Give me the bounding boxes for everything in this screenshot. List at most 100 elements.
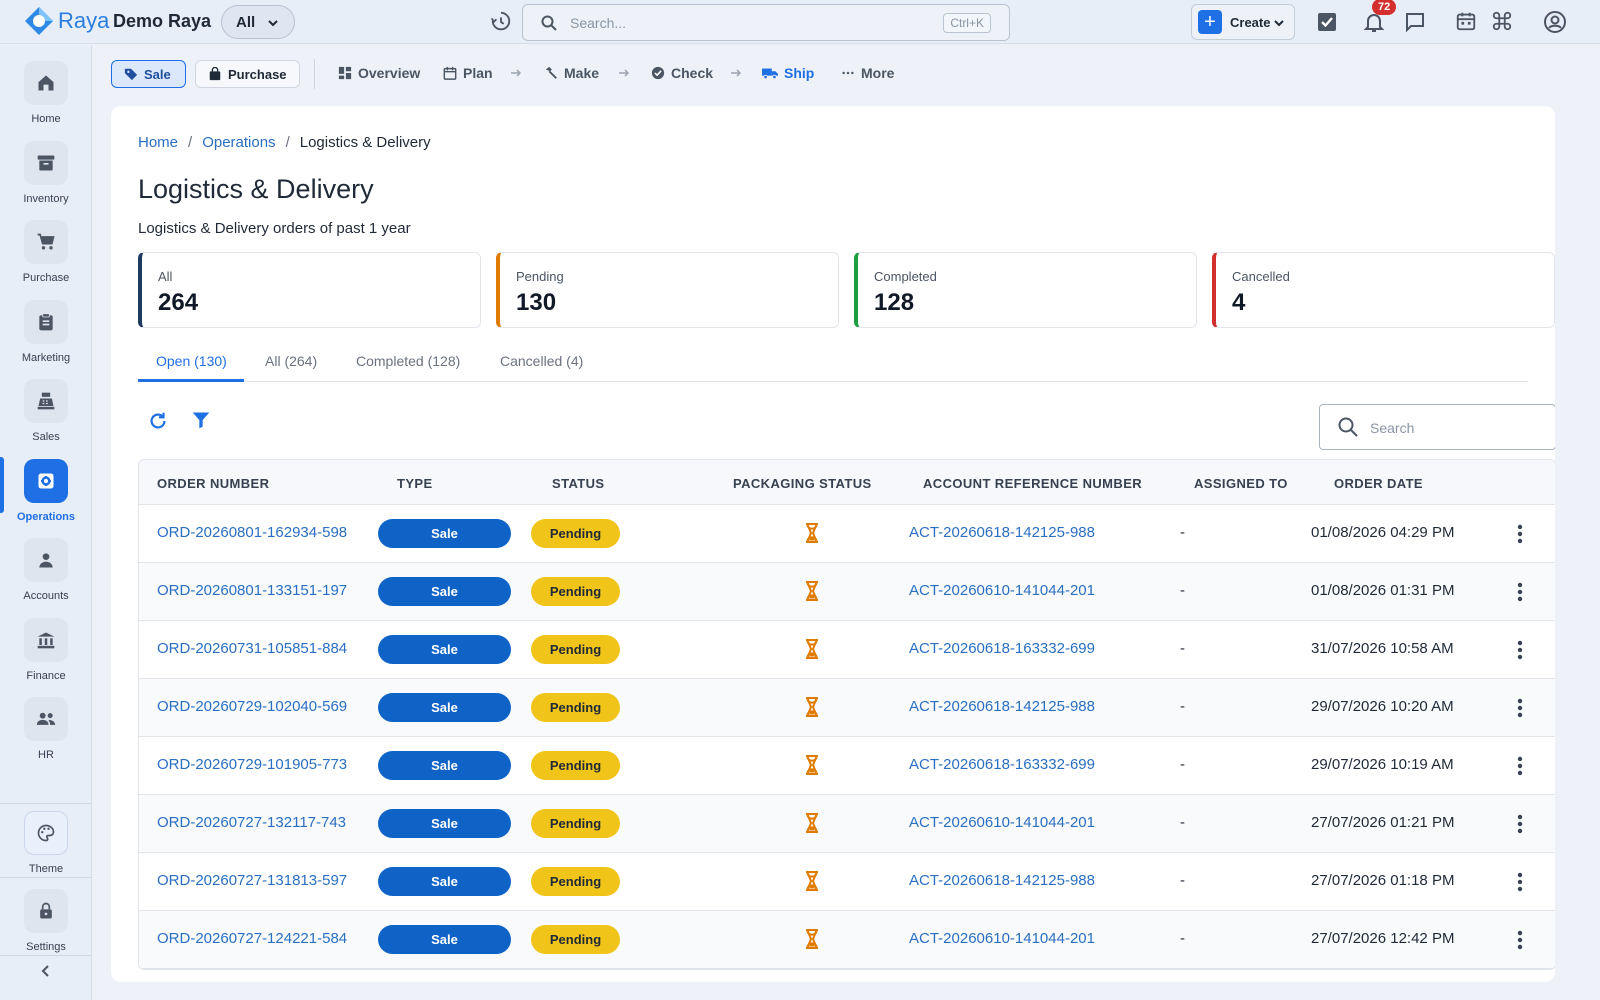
- sidebar-item-inventory[interactable]: Inventory: [0, 141, 92, 219]
- hourglass-icon: [806, 523, 818, 543]
- step-label: More: [861, 65, 895, 81]
- step-more[interactable]: More: [841, 65, 894, 81]
- order-number-link[interactable]: ORD-20260729-101905-773: [157, 756, 348, 773]
- tab-all[interactable]: All (264): [265, 353, 318, 369]
- stat-card-completed[interactable]: Completed 128: [854, 252, 1197, 328]
- order-number-link[interactable]: ORD-20260727-132117-743: [157, 814, 347, 831]
- stat-label: Pending: [516, 269, 564, 284]
- column-type[interactable]: TYPE: [397, 476, 433, 491]
- breadcrumb-operations[interactable]: Operations: [202, 134, 276, 151]
- step-check[interactable]: Check: [651, 65, 713, 81]
- table-search-input[interactable]: Search: [1319, 404, 1555, 450]
- more-vertical-icon[interactable]: [1517, 524, 1523, 544]
- account-reference-link[interactable]: ACT-20260610-141044-201: [909, 930, 1095, 947]
- toolbar-divider: [314, 59, 315, 89]
- create-label: Create: [1230, 14, 1271, 30]
- more-vertical-icon[interactable]: [1517, 698, 1523, 718]
- purchase-toggle-button[interactable]: Purchase: [195, 60, 300, 88]
- account-reference-link[interactable]: ACT-20260618-142125-988: [909, 524, 1095, 541]
- table-search-placeholder: Search: [1370, 420, 1415, 436]
- step-label: Ship: [784, 65, 815, 81]
- tasks-icon[interactable]: [1315, 10, 1339, 34]
- more-vertical-icon[interactable]: [1517, 814, 1523, 834]
- more-vertical-icon[interactable]: [1517, 582, 1523, 602]
- assigned-to-value: -: [1180, 698, 1185, 715]
- sale-toggle-button[interactable]: Sale: [111, 60, 186, 88]
- user-avatar-icon[interactable]: [1543, 10, 1567, 34]
- main-card: Home / Operations / Logistics & Delivery…: [111, 106, 1555, 982]
- order-number-link[interactable]: ORD-20260801-133151-197: [157, 582, 348, 599]
- column-assigned-to[interactable]: ASSIGNED TO: [1194, 476, 1288, 491]
- table-row[interactable]: ORD-20260727-124221-584 Sale Pending ACT…: [139, 911, 1555, 969]
- status-badge: Pending: [531, 577, 620, 606]
- step-ship[interactable]: Ship: [762, 65, 814, 81]
- account-reference-link[interactable]: ACT-20260618-163332-699: [909, 640, 1095, 657]
- sidebar-item-sales[interactable]: Sales: [0, 379, 92, 457]
- step-plan[interactable]: Plan: [443, 65, 493, 81]
- table-row[interactable]: ORD-20260727-131813-597 Sale Pending ACT…: [139, 853, 1555, 911]
- sidebar-item-home[interactable]: Home: [0, 61, 92, 139]
- column-order-number[interactable]: ORDER NUMBER: [157, 476, 270, 491]
- bell-icon[interactable]: [1362, 10, 1386, 34]
- logo-text: Raya: [58, 8, 110, 33]
- order-number-link[interactable]: ORD-20260731-105851-884: [157, 640, 348, 657]
- account-reference-link[interactable]: ACT-20260618-163332-699: [909, 756, 1095, 773]
- sidebar-item-marketing[interactable]: Marketing: [0, 300, 92, 378]
- table-row[interactable]: ORD-20260729-101905-773 Sale Pending ACT…: [139, 737, 1555, 795]
- app-logo[interactable]: Raya: [24, 6, 109, 36]
- tab-cancelled[interactable]: Cancelled (4): [500, 353, 584, 369]
- table-row[interactable]: ORD-20260801-133151-197 Sale Pending ACT…: [139, 563, 1555, 621]
- account-reference-link[interactable]: ACT-20260618-142125-988: [909, 872, 1095, 889]
- create-button[interactable]: + Create: [1191, 4, 1295, 40]
- calendar-icon[interactable]: [1455, 10, 1477, 32]
- step-make[interactable]: Make: [544, 65, 599, 81]
- step-overview[interactable]: Overview: [338, 65, 420, 81]
- column-account-reference[interactable]: ACCOUNT REFERENCE NUMBER: [923, 476, 1143, 491]
- stat-label: Cancelled: [1232, 269, 1290, 284]
- column-status[interactable]: STATUS: [552, 476, 605, 491]
- stat-card-pending[interactable]: Pending 130: [496, 252, 839, 328]
- breadcrumb-home[interactable]: Home: [138, 134, 179, 151]
- tab-open[interactable]: Open (130): [156, 353, 227, 369]
- sidebar-item-finance[interactable]: Finance: [0, 618, 92, 696]
- account-reference-link[interactable]: ACT-20260610-141044-201: [909, 582, 1095, 599]
- sidebar-item-label: Marketing: [21, 352, 71, 364]
- order-date-value: 27/07/2026 12:42 PM: [1311, 930, 1455, 947]
- stat-card-cancelled[interactable]: Cancelled 4: [1212, 252, 1555, 328]
- chat-icon[interactable]: [1403, 10, 1427, 34]
- column-packaging-status[interactable]: PACKAGING STATUS: [733, 476, 872, 491]
- table-row[interactable]: ORD-20260731-105851-884 Sale Pending ACT…: [139, 621, 1555, 679]
- table-row[interactable]: ORD-20260801-162934-598 Sale Pending ACT…: [139, 505, 1555, 563]
- sidebar-item-label: Finance: [26, 670, 66, 682]
- order-number-link[interactable]: ORD-20260801-162934-598: [157, 524, 348, 541]
- sidebar-item-settings[interactable]: Settings: [0, 889, 92, 967]
- sidebar-item-accounts[interactable]: Accounts: [0, 538, 92, 616]
- collapse-sidebar-icon[interactable]: [38, 963, 54, 979]
- more-vertical-icon[interactable]: [1517, 756, 1523, 776]
- sidebar-item-operations[interactable]: Operations: [0, 457, 92, 537]
- more-vertical-icon[interactable]: [1517, 872, 1523, 892]
- sidebar-item-theme[interactable]: Theme: [0, 811, 92, 889]
- sidebar-item-hr[interactable]: HR: [0, 697, 92, 775]
- refresh-icon[interactable]: [147, 410, 169, 432]
- assigned-to-value: -: [1180, 582, 1185, 599]
- sidebar-item-purchase[interactable]: Purchase: [0, 220, 92, 298]
- order-number-link[interactable]: ORD-20260727-131813-597: [157, 872, 348, 889]
- command-icon[interactable]: [1491, 10, 1513, 32]
- filter-icon[interactable]: [191, 410, 211, 430]
- global-search[interactable]: Search... Ctrl+K: [522, 4, 1010, 41]
- sidebar: Home Inventory Purchase Marketing Sales …: [0, 45, 92, 1000]
- table-row[interactable]: ORD-20260727-132117-743 Sale Pending ACT…: [139, 795, 1555, 853]
- tab-completed[interactable]: Completed (128): [356, 353, 461, 369]
- order-number-link[interactable]: ORD-20260727-124221-584: [157, 930, 348, 947]
- column-order-date[interactable]: ORDER DATE: [1334, 476, 1423, 491]
- account-reference-link[interactable]: ACT-20260610-141044-201: [909, 814, 1095, 831]
- more-vertical-icon[interactable]: [1517, 640, 1523, 660]
- history-icon[interactable]: [490, 11, 512, 33]
- account-reference-link[interactable]: ACT-20260618-142125-988: [909, 698, 1095, 715]
- order-number-link[interactable]: ORD-20260729-102040-569: [157, 698, 348, 715]
- more-vertical-icon[interactable]: [1517, 930, 1523, 950]
- scope-dropdown[interactable]: All: [221, 5, 295, 39]
- stat-card-all[interactable]: All 264: [138, 252, 481, 328]
- table-row[interactable]: ORD-20260729-102040-569 Sale Pending ACT…: [139, 679, 1555, 737]
